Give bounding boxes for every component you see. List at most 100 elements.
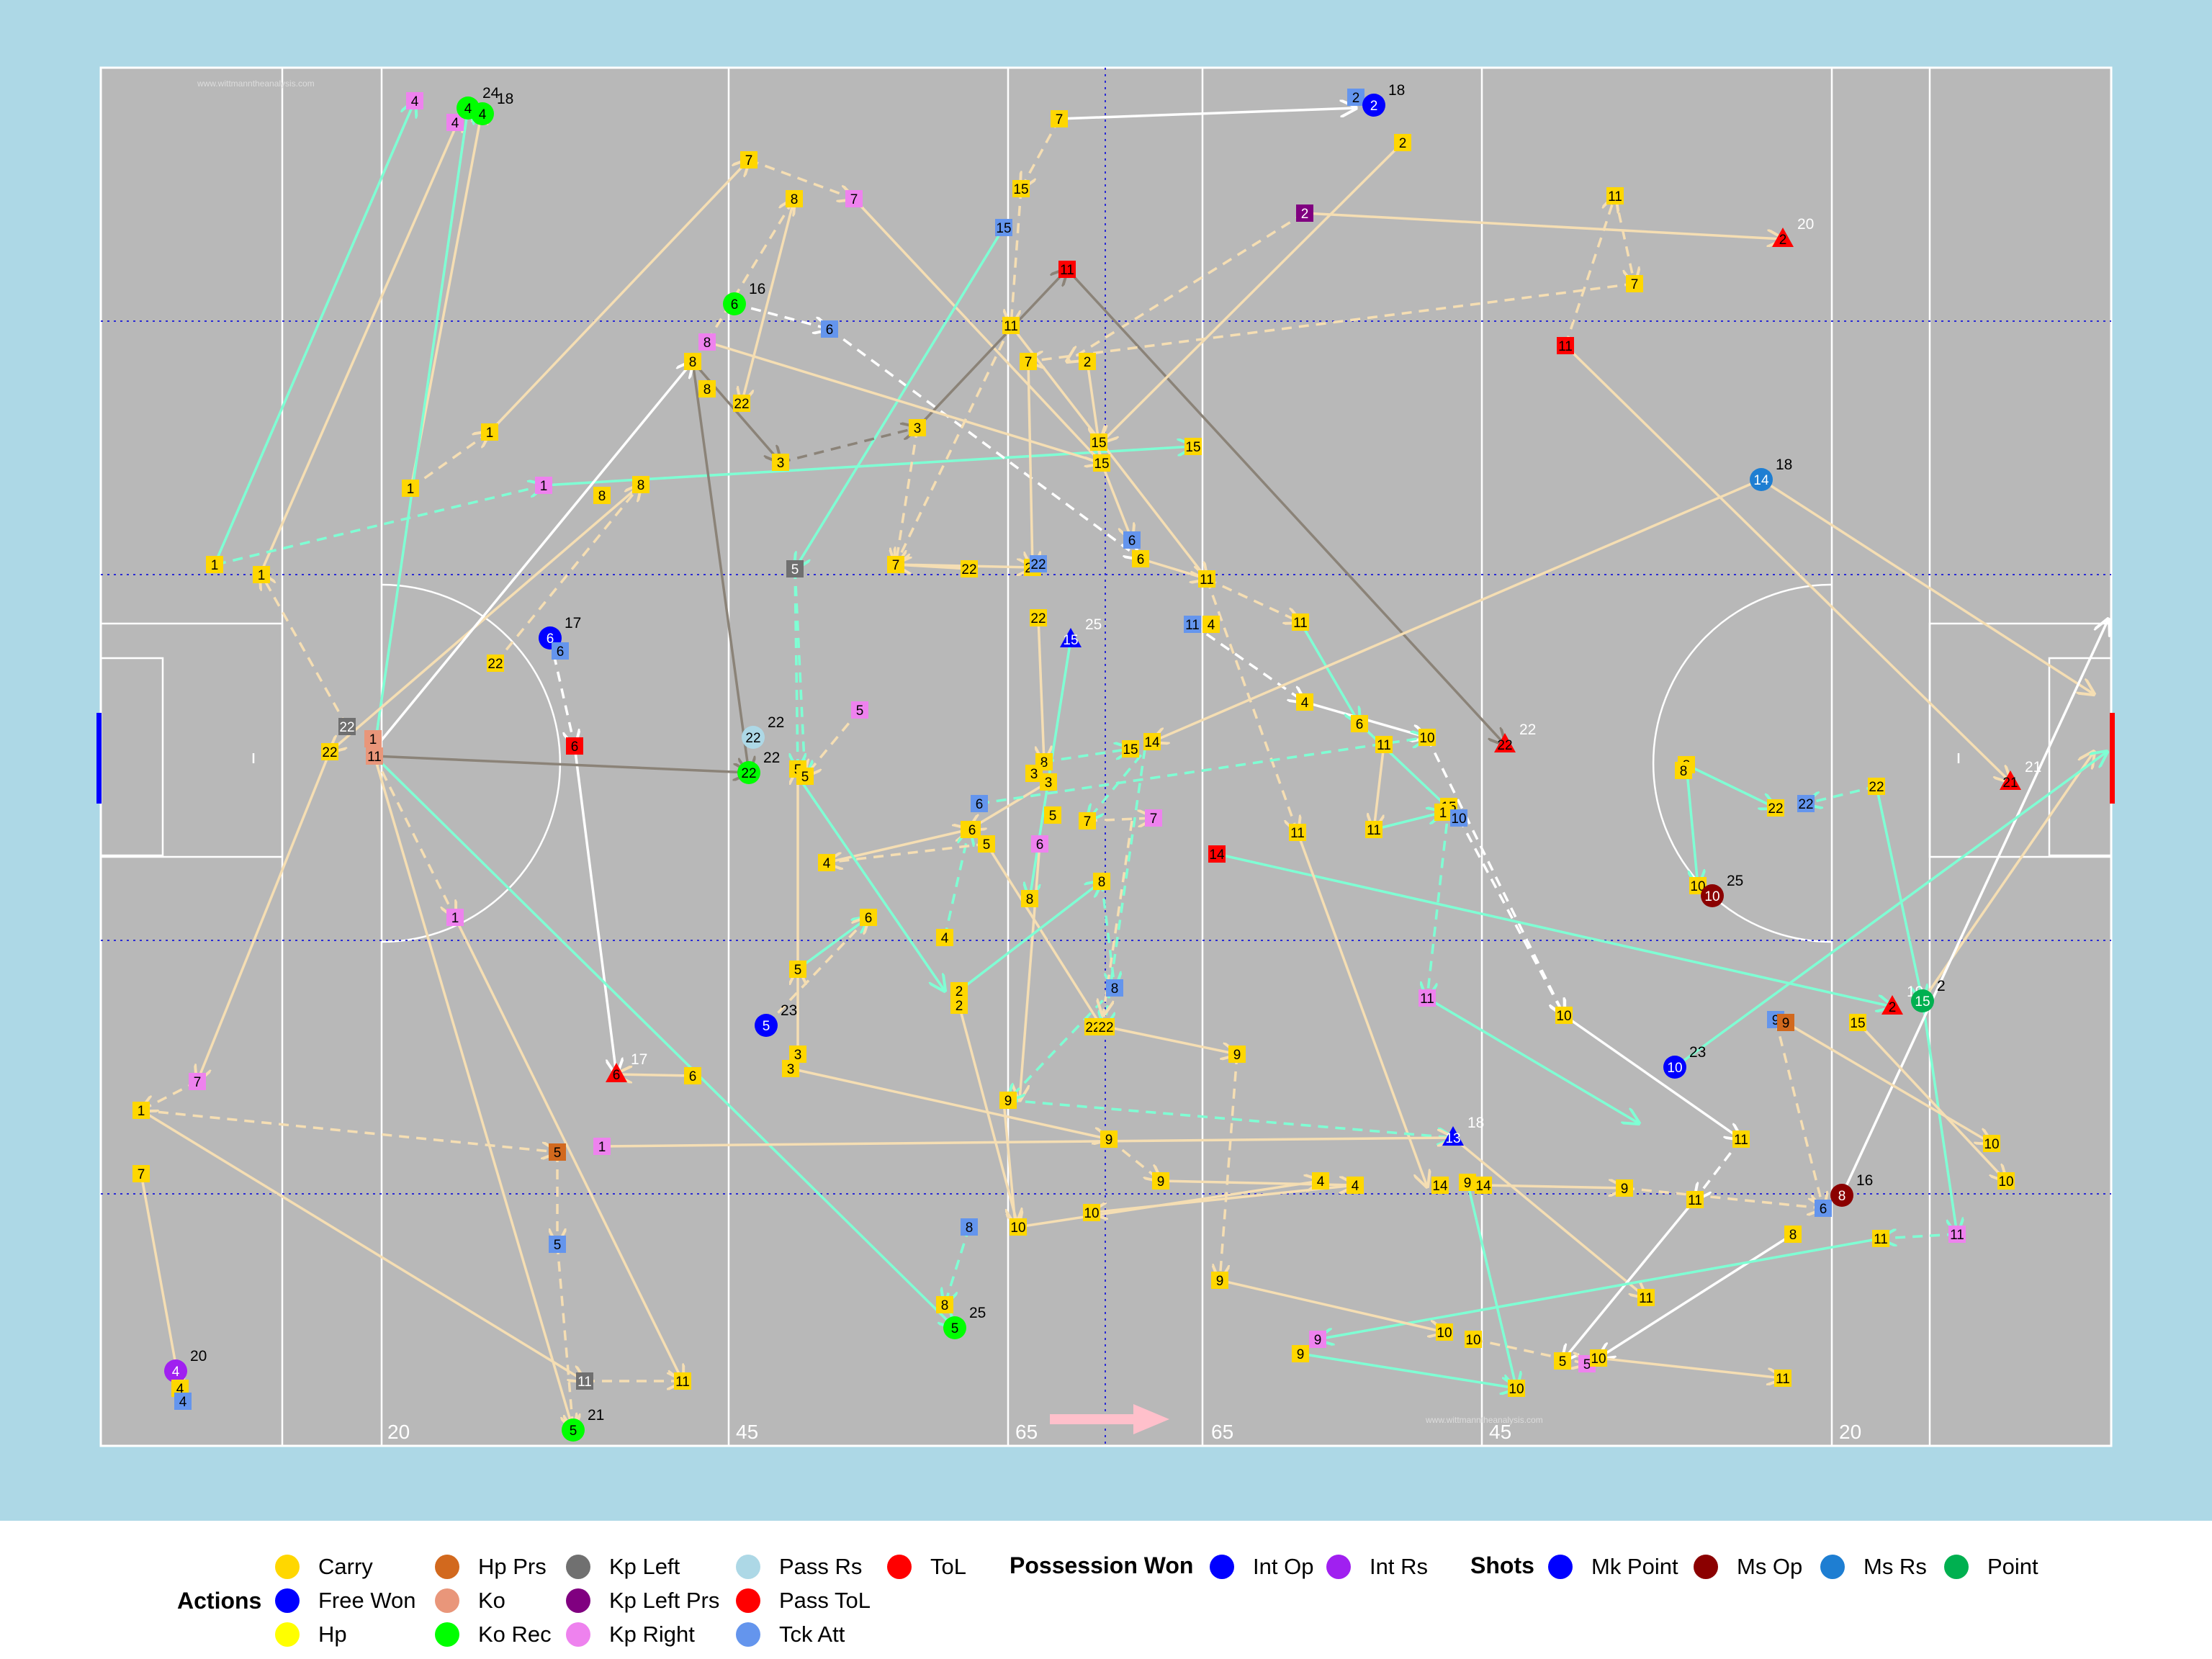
marker-label: 4 xyxy=(1352,1179,1359,1194)
marker-label: 8 xyxy=(791,192,799,207)
marker-label: 14 xyxy=(1144,735,1160,750)
marker-square: 14 xyxy=(1143,733,1161,750)
marker-triangle: 22 22 xyxy=(1494,721,1536,753)
legend-item: Ko xyxy=(435,1588,505,1614)
away-goal xyxy=(2110,713,2115,804)
marker-shape xyxy=(1777,1014,1794,1031)
action-line xyxy=(790,1067,1109,1139)
marker-square: 8 xyxy=(684,353,701,370)
marker-label: 22 xyxy=(1768,801,1783,817)
marker-square: 7 xyxy=(132,1165,150,1182)
action-line xyxy=(796,775,945,991)
marker-label: 5 xyxy=(1583,1357,1591,1372)
legend-label: Carry xyxy=(318,1554,373,1579)
marker-shape xyxy=(995,219,1012,236)
marker-shape xyxy=(549,1236,566,1253)
marker-square: 10 xyxy=(1555,1007,1573,1024)
legend-item: ToL xyxy=(887,1554,966,1580)
marker-shape xyxy=(1616,1179,1633,1197)
marker-square: 15 xyxy=(1093,454,1110,472)
marker-shape xyxy=(487,655,504,672)
marker-label: 10 xyxy=(1998,1174,2013,1190)
marker-label: 1 xyxy=(1439,806,1447,821)
marker-square: 6 xyxy=(1123,531,1141,549)
marker-shape xyxy=(321,743,338,760)
action-line xyxy=(1426,997,1639,1123)
marker-label: 7 xyxy=(1025,355,1033,370)
marker-square: 1 xyxy=(402,480,419,497)
action-line xyxy=(1066,268,1505,745)
marker-label: 11 xyxy=(367,750,382,765)
legend-label: Int Op xyxy=(1253,1554,1314,1579)
marker-label: 9 xyxy=(1233,1048,1241,1063)
marker-label: 5 xyxy=(791,562,799,577)
marker-circle: 5 21 xyxy=(562,1407,604,1442)
legend-label: Kp Right xyxy=(609,1622,695,1647)
marker-square: 7 xyxy=(887,556,904,573)
legend-item: Tck Att xyxy=(736,1622,845,1647)
marker-shape xyxy=(818,854,835,871)
action-line xyxy=(958,881,1102,992)
marker-label: 15 xyxy=(1185,440,1200,455)
marker-label: 22 xyxy=(1098,1020,1113,1035)
marker-shape xyxy=(1419,729,1436,746)
marker-label: 6 xyxy=(731,297,739,313)
action-line xyxy=(261,573,349,727)
marker-shape xyxy=(887,556,904,573)
marker-label: 3 xyxy=(787,1062,795,1077)
marker-square: 15 xyxy=(1184,438,1202,455)
action-line xyxy=(1840,619,2108,1196)
marker-label: 4 xyxy=(176,1382,184,1397)
marker-label: 11 xyxy=(1290,826,1305,841)
marker-shape xyxy=(1060,628,1082,647)
marker-square: 22 xyxy=(961,560,978,577)
marker-label: 9 xyxy=(1004,1094,1012,1109)
marker-label: 1 xyxy=(138,1104,145,1119)
marker-shape xyxy=(338,718,356,735)
action-line xyxy=(1785,1021,1992,1143)
marker-shape xyxy=(1012,180,1030,197)
action-line xyxy=(410,108,482,485)
action-line xyxy=(780,428,917,464)
action-line xyxy=(373,755,955,1328)
marker-shape xyxy=(1106,979,1123,997)
marker-shape xyxy=(1083,1204,1100,1221)
marker-shape xyxy=(1211,1272,1228,1289)
marker-shape xyxy=(1202,616,1220,633)
action-line xyxy=(1427,806,1450,998)
marker-label: 8 xyxy=(1098,875,1106,890)
marker-square: 7 xyxy=(1626,275,1643,292)
marker-label: 10 xyxy=(1690,879,1705,894)
action-line xyxy=(1856,1021,2006,1181)
action-line xyxy=(1304,212,1783,239)
action-line xyxy=(1219,1279,1444,1332)
action-line xyxy=(985,843,1102,1027)
marker-label: 1 xyxy=(369,732,377,747)
marker-shape xyxy=(961,560,978,577)
marker-square: 22 xyxy=(1868,778,1885,795)
marker-label: 6 xyxy=(689,1069,697,1084)
marker-square: 1 xyxy=(132,1102,150,1119)
marker-label: 4 xyxy=(172,1364,180,1380)
marker-tag: 23 xyxy=(781,1002,797,1019)
marker-label: 3 xyxy=(914,421,922,436)
action-line xyxy=(1921,1000,1957,1234)
legend-item: Mk Point xyxy=(1548,1554,1678,1580)
marker-shape xyxy=(1442,1126,1464,1146)
marker-tag: 20 xyxy=(1797,216,1814,233)
action-line xyxy=(1761,478,2094,694)
marker-shape xyxy=(471,102,494,125)
marker-square: 9 xyxy=(1459,1174,1476,1191)
marker-shape xyxy=(1465,1331,1482,1348)
marker-label: 10 xyxy=(1667,1061,1682,1076)
action-line xyxy=(742,198,796,403)
marker-shape xyxy=(786,190,803,207)
marker-square: 22 xyxy=(733,395,750,412)
marker-shape xyxy=(1590,1349,1607,1367)
marker-square: 7 xyxy=(1145,809,1162,827)
marker-shape xyxy=(1450,809,1467,827)
marker-square: 11 xyxy=(674,1372,691,1390)
legend-swatch xyxy=(1944,1555,1969,1579)
marker-shape xyxy=(936,1296,953,1313)
marker-label: 6 xyxy=(1356,717,1364,732)
